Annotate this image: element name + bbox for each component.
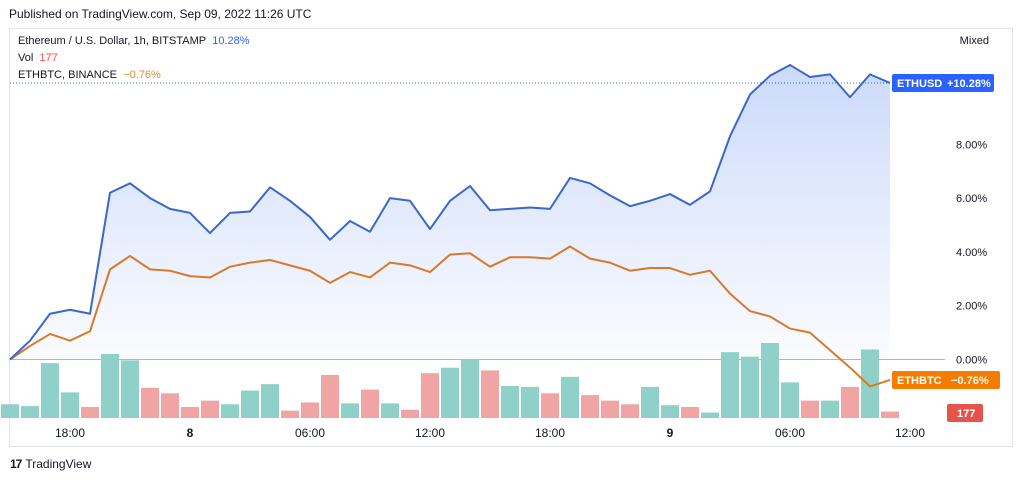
y-tick-label: 0.00% (956, 355, 987, 367)
volume-bar (601, 400, 619, 418)
volume-bar (721, 352, 739, 418)
legend-ethbtc-value: −0.76% (123, 69, 161, 81)
eth-last-badge-text: ETHUSD (897, 78, 942, 90)
volume-bar (261, 384, 279, 418)
volume-bar (141, 387, 159, 418)
volume-bar (161, 393, 179, 418)
volume-bar (821, 400, 839, 418)
volume-bar (541, 393, 559, 418)
volume-bar (41, 363, 59, 418)
vol-last-badge-bg (947, 404, 983, 422)
eth-area-fill (10, 64, 890, 360)
x-tick-label: 9 (667, 426, 674, 440)
volume-bar (121, 360, 139, 418)
volume-bar (81, 407, 99, 418)
volume-bar (181, 407, 199, 418)
volume-bar (621, 404, 639, 418)
volume-bar (441, 367, 459, 418)
legend-eth-name: Ethereum / U.S. Dollar, 1h, BITSTAMP (18, 35, 207, 47)
volume-bar (1, 404, 19, 418)
volume-bar (301, 402, 319, 418)
volume-bar (521, 386, 539, 418)
volume-bar (881, 411, 899, 418)
volume-bar (641, 386, 659, 418)
volume-bar (701, 412, 719, 418)
vol-last-badge-text: 177 (957, 408, 975, 420)
volume-bar (101, 353, 119, 418)
legend-eth-value: 10.28% (212, 35, 250, 47)
volume-bar (421, 373, 439, 418)
volume-bar (781, 382, 799, 418)
legend-ethbtc: ETHBTC, BINANCE −0.76% (18, 67, 161, 83)
x-tick-label: 12:00 (895, 426, 925, 440)
volume-bar (761, 343, 779, 418)
legend-eth: Ethereum / U.S. Dollar, 1h, BITSTAMP 10.… (18, 33, 250, 49)
volume-bar (461, 359, 479, 418)
volume-bar (221, 404, 239, 418)
x-tick-label: 18:00 (535, 426, 565, 440)
y-tick-label: 6.00% (956, 193, 987, 205)
volume-bar (201, 400, 219, 418)
eth-last-badge-bg (892, 73, 994, 92)
volume-bar (581, 395, 599, 418)
volume-bar (401, 409, 419, 418)
series-line-ethbtc (9, 245, 891, 388)
y-tick-label: 8.00% (956, 139, 987, 151)
volume-bar (21, 406, 39, 418)
volume-bar (561, 376, 579, 418)
footer-brand-text: TradingView (25, 457, 92, 471)
y-tick-label: 2.00% (956, 301, 987, 313)
volume-bar (841, 386, 859, 418)
ethbtc-last-badge-text: −0.76% (951, 375, 989, 387)
footer-brand[interactable]: 17 TradingView (10, 457, 91, 471)
scale-mode-label[interactable]: Mixed (959, 35, 989, 47)
volume-bar (361, 389, 379, 418)
volume-bar (341, 403, 359, 418)
volume-bar (281, 410, 299, 418)
legend-vol-name: Vol (18, 52, 34, 64)
volume-bar (861, 349, 879, 418)
volume-bar (681, 407, 699, 418)
volume-bar (321, 375, 339, 418)
series-line-eth (9, 63, 891, 361)
volume-bar (501, 385, 519, 418)
x-tick-label: 06:00 (775, 426, 805, 440)
ethbtc-last-badge-text: ETHBTC (897, 375, 942, 387)
x-tick-label: 12:00 (415, 426, 445, 440)
volume-bar (741, 356, 759, 418)
volume-bar (661, 405, 679, 418)
legend-vol: Vol 177 (18, 50, 58, 66)
ethbtc-last-badge-bg (892, 370, 1000, 389)
x-tick-label: 18:00 (55, 426, 85, 440)
volume-bar (61, 392, 79, 418)
legend-vol-value: 177 (39, 52, 58, 64)
x-tick-label: 8 (187, 426, 194, 440)
x-tick-label: 06:00 (295, 426, 325, 440)
volume-bar (381, 403, 399, 418)
legend-ethbtc-name: ETHBTC, BINANCE (18, 69, 118, 81)
volume-bar (801, 400, 819, 418)
tradingview-logo-icon: 17 (10, 457, 22, 471)
chart-frame (9, 28, 1013, 447)
y-tick-label: 4.00% (956, 247, 987, 259)
volume-bar (481, 370, 499, 418)
volume-bar (241, 390, 259, 418)
eth-last-badge-text: +10.28% (947, 78, 991, 90)
published-header: Published on TradingView.com, Sep 09, 20… (9, 7, 312, 21)
